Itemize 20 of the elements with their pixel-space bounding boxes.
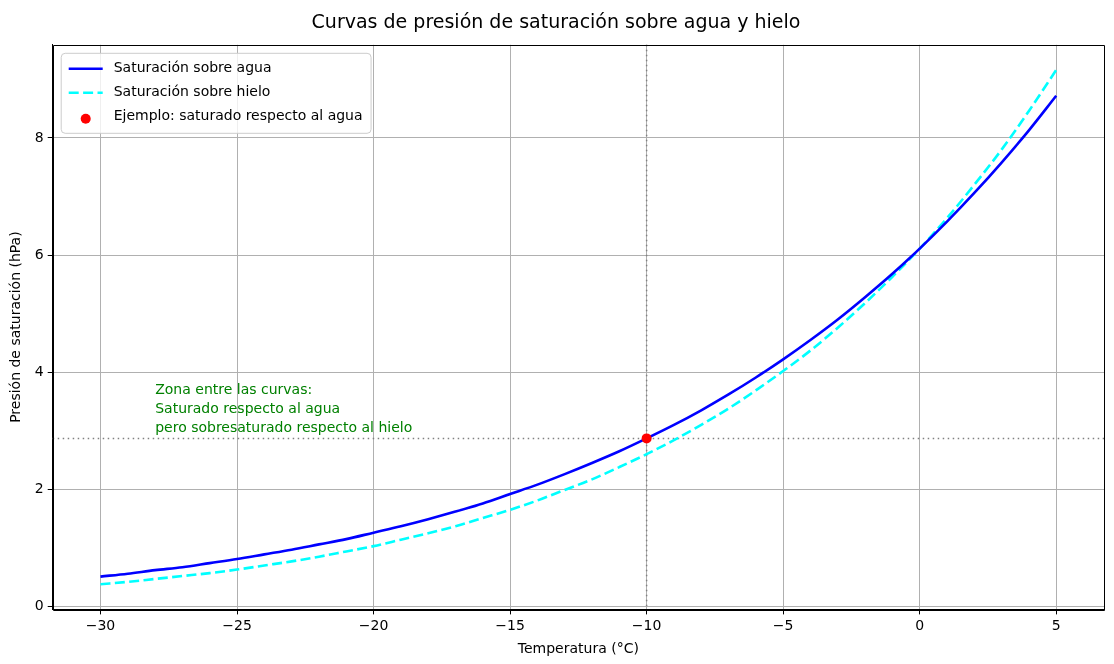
legend-label: Saturación sobre hielo (113, 83, 271, 100)
x-tick-label: −20 (358, 617, 389, 634)
annotation: Zona entre las curvas: Saturado respecto al agua pero sobresaturado respecto al hielo (155, 381, 413, 436)
x-tick-label: −10 (631, 617, 662, 634)
x-axis-title: Temperatura (°C) (516, 640, 639, 657)
legend-label: Ejemplo: saturado respecto al agua (113, 107, 363, 124)
y-axis-title: Presión de saturación (hPa) (7, 231, 24, 423)
legend-label: Saturación sobre agua (113, 59, 272, 76)
y-tick-label: 2 (34, 479, 44, 496)
x-tick-label: 5 (1051, 617, 1061, 634)
y-tick-label: 8 (34, 128, 44, 145)
x-tick-label: −15 (495, 617, 525, 634)
y-tick-label: 6 (34, 245, 44, 262)
chart-title: Curvas de presión de saturación sobre agua y hielo (311, 10, 801, 33)
y-tick-label: 4 (34, 362, 44, 379)
x-tick-label: −25 (222, 617, 252, 634)
x-tick-label: −30 (85, 617, 116, 634)
x-tick-label: 0 (915, 617, 925, 634)
y-tick-label: 0 (34, 597, 44, 614)
x-tick-label: −5 (772, 617, 794, 634)
